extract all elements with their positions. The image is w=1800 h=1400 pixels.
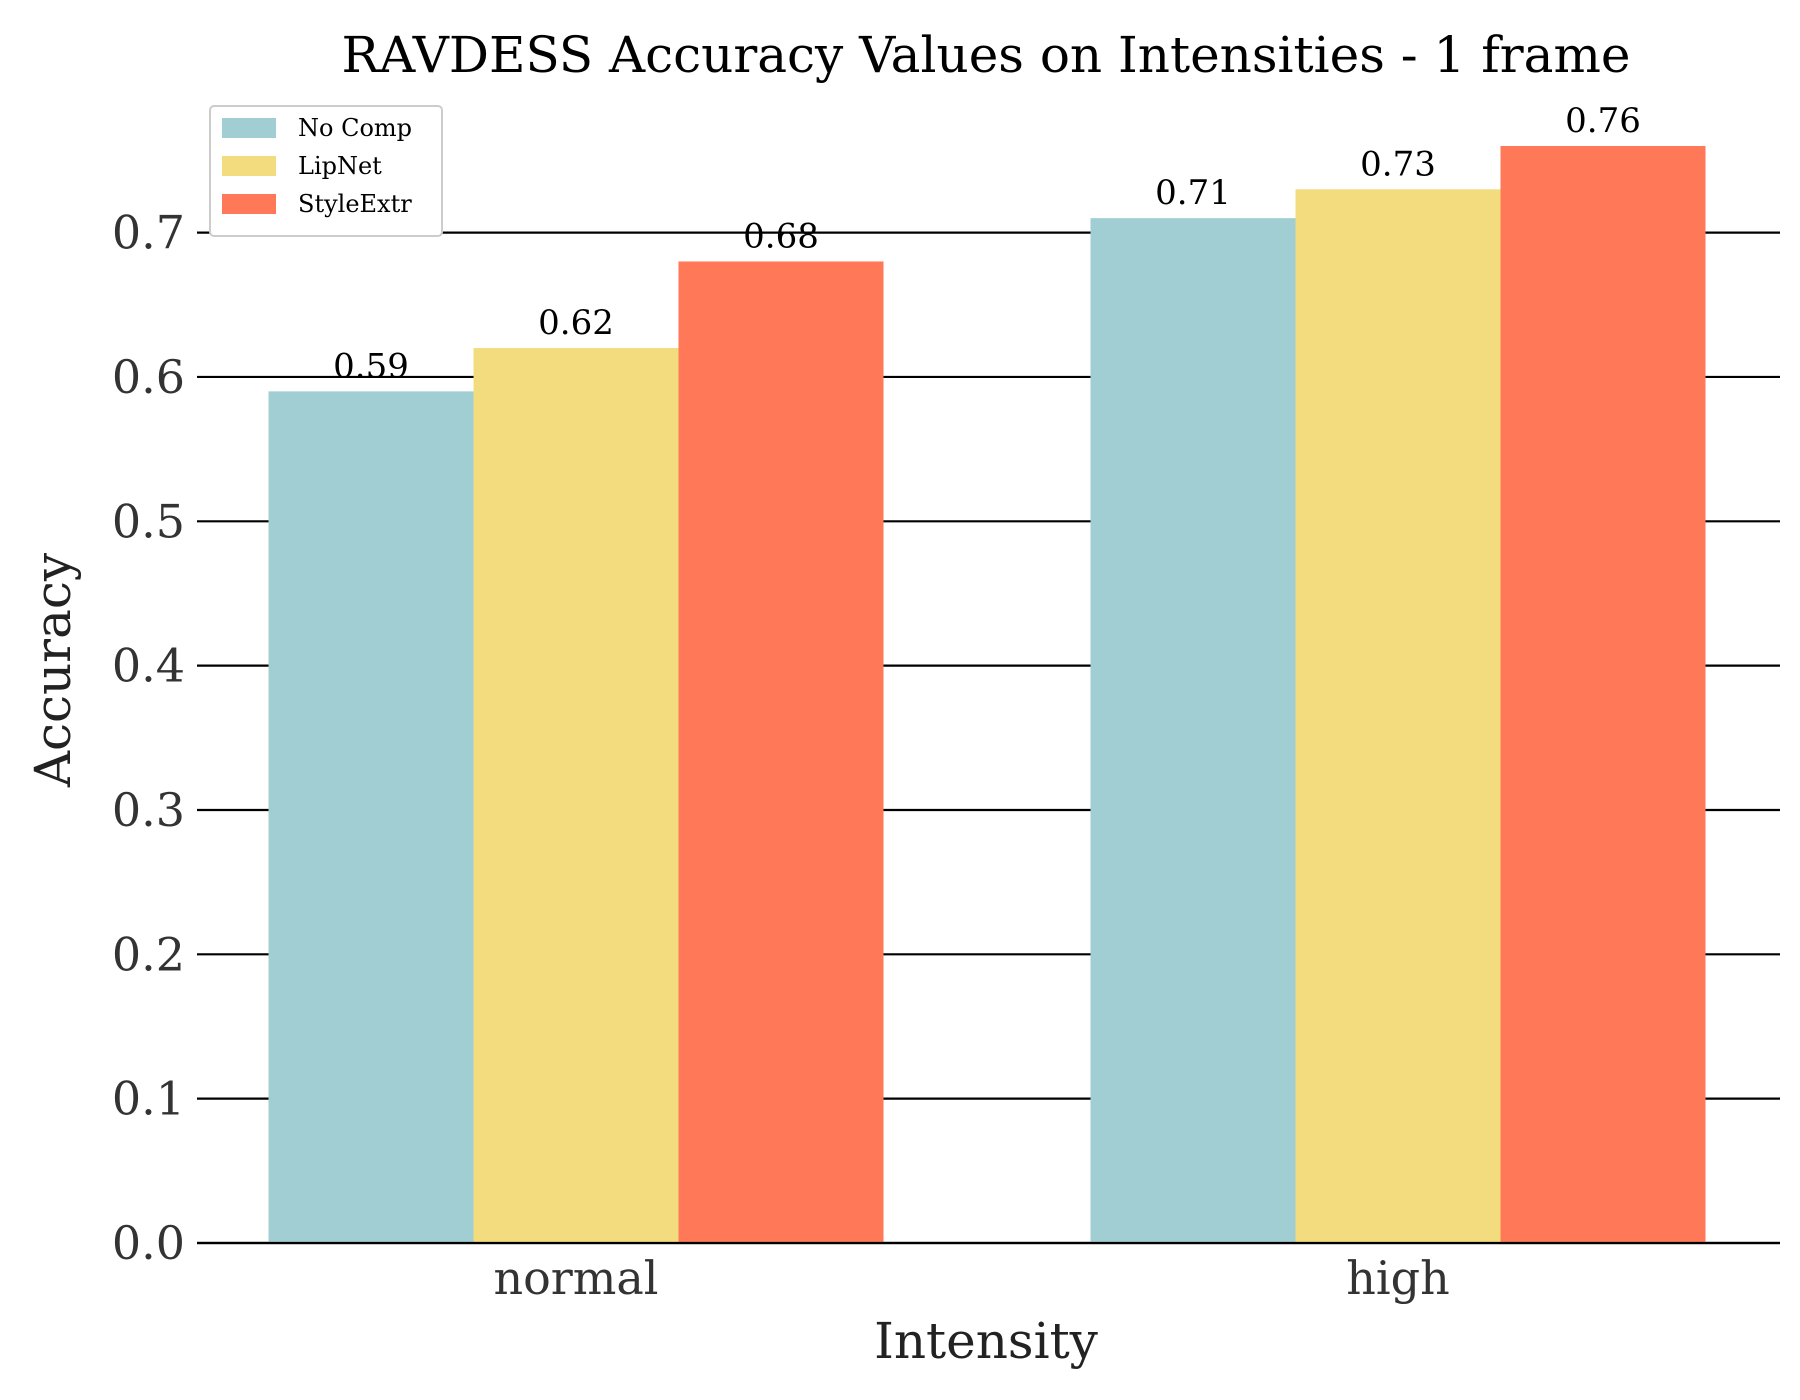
y-tick-label: 0.1 [112, 1072, 185, 1126]
y-tick-label: 0.3 [112, 783, 185, 837]
legend-label: StyleExtr [298, 190, 412, 218]
data-labels: 0.59 0.62 0.68 0.71 0.73 0.76 [333, 101, 1641, 386]
y-tick-label: 0.5 [112, 494, 185, 548]
legend-label: No Comp [298, 114, 412, 142]
x-tick-label: high [1346, 1251, 1449, 1305]
y-axis-label: Accuracy [24, 552, 82, 788]
bar-no-comp-high [1090, 218, 1296, 1244]
data-label: 0.76 [1565, 101, 1641, 141]
legend-swatch [222, 156, 276, 176]
bar-lipnet-normal [473, 348, 679, 1243]
x-axis-label: Intensity [874, 1312, 1099, 1370]
bars [197, 146, 1780, 1245]
legend-swatch [222, 118, 276, 138]
data-label: 0.62 [538, 303, 614, 343]
bar-styleextr-normal [678, 261, 884, 1243]
x-tick-label: normal [493, 1251, 658, 1305]
legend-swatch [222, 194, 276, 214]
bar-styleextr-high [1500, 146, 1706, 1243]
data-label: 0.68 [743, 216, 819, 256]
legend-label: LipNet [298, 152, 382, 180]
y-tick-label: 0.7 [112, 206, 185, 260]
bar-lipnet-high [1295, 189, 1501, 1244]
y-tick-label: 0.4 [112, 639, 185, 693]
y-axis-ticks: 0.0 0.1 0.2 0.3 0.4 0.5 0.6 0.7 [112, 206, 185, 1270]
y-tick-label: 0.6 [112, 350, 185, 404]
x-axis-ticks: normal high [493, 1251, 1449, 1305]
bar-no-comp-normal [268, 391, 474, 1243]
data-label: 0.59 [333, 346, 409, 386]
data-label: 0.73 [1360, 144, 1436, 184]
y-tick-label: 0.2 [112, 927, 185, 981]
y-tick-label: 0.0 [112, 1216, 185, 1270]
legend: No Comp LipNet StyleExtr [209, 105, 443, 237]
data-label: 0.71 [1155, 173, 1231, 213]
chart-title: RAVDESS Accuracy Values on Intensities -… [342, 26, 1631, 84]
